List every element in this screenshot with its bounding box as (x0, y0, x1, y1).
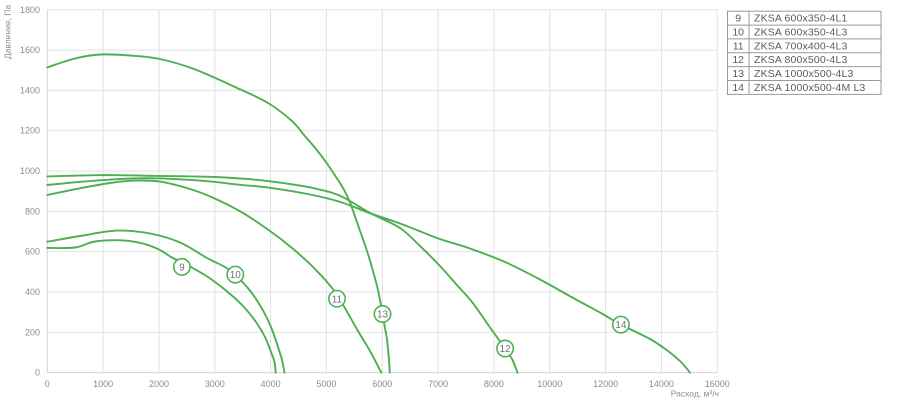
svg-text:1600: 1600 (20, 45, 40, 55)
svg-text:400: 400 (25, 287, 40, 297)
svg-text:ZKSA 1000x500-4M L3: ZKSA 1000x500-4M L3 (754, 82, 865, 94)
svg-text:ZKSA 600x350-4L1: ZKSA 600x350-4L1 (754, 13, 847, 25)
svg-text:1200: 1200 (20, 126, 40, 136)
svg-text:200: 200 (25, 327, 40, 337)
svg-text:12: 12 (732, 54, 744, 66)
svg-text:12000: 12000 (593, 379, 618, 389)
svg-text:600: 600 (25, 247, 40, 257)
svg-text:13: 13 (732, 68, 744, 80)
svg-text:3000: 3000 (205, 379, 225, 389)
svg-text:11: 11 (332, 294, 343, 305)
svg-text:1400: 1400 (20, 85, 40, 95)
svg-text:5000: 5000 (316, 379, 336, 389)
svg-text:6000: 6000 (372, 379, 392, 389)
svg-text:ZKSA 1000x500-4L3: ZKSA 1000x500-4L3 (754, 68, 853, 80)
svg-text:14000: 14000 (649, 379, 674, 389)
svg-text:14: 14 (615, 320, 627, 331)
svg-text:14: 14 (732, 82, 744, 94)
svg-text:7000: 7000 (428, 379, 448, 389)
svg-text:Давление, Па: Давление, Па (3, 5, 13, 59)
svg-text:Расход, м³/ч: Расход, м³/ч (671, 389, 719, 399)
svg-text:800: 800 (25, 206, 40, 216)
svg-text:ZKSA 800x500-4L3: ZKSA 800x500-4L3 (754, 54, 847, 66)
svg-text:1000: 1000 (93, 379, 113, 389)
svg-text:10: 10 (230, 270, 242, 281)
svg-text:ZKSA 700x400-4L3: ZKSA 700x400-4L3 (754, 40, 847, 52)
svg-text:8000: 8000 (484, 379, 504, 389)
svg-text:16000: 16000 (705, 379, 730, 389)
svg-text:9: 9 (179, 263, 185, 274)
svg-text:0: 0 (35, 368, 40, 378)
svg-text:2000: 2000 (149, 379, 169, 389)
svg-text:10000: 10000 (537, 379, 562, 389)
svg-text:0: 0 (45, 379, 50, 389)
svg-text:4000: 4000 (261, 379, 281, 389)
svg-text:9: 9 (735, 13, 741, 25)
svg-text:10: 10 (732, 27, 744, 39)
svg-text:11: 11 (733, 40, 744, 52)
svg-text:12: 12 (500, 344, 512, 355)
svg-text:1000: 1000 (20, 166, 40, 176)
svg-text:1800: 1800 (20, 5, 40, 15)
svg-text:ZKSA 600x350-4L3: ZKSA 600x350-4L3 (754, 27, 847, 39)
svg-text:13: 13 (377, 310, 389, 321)
